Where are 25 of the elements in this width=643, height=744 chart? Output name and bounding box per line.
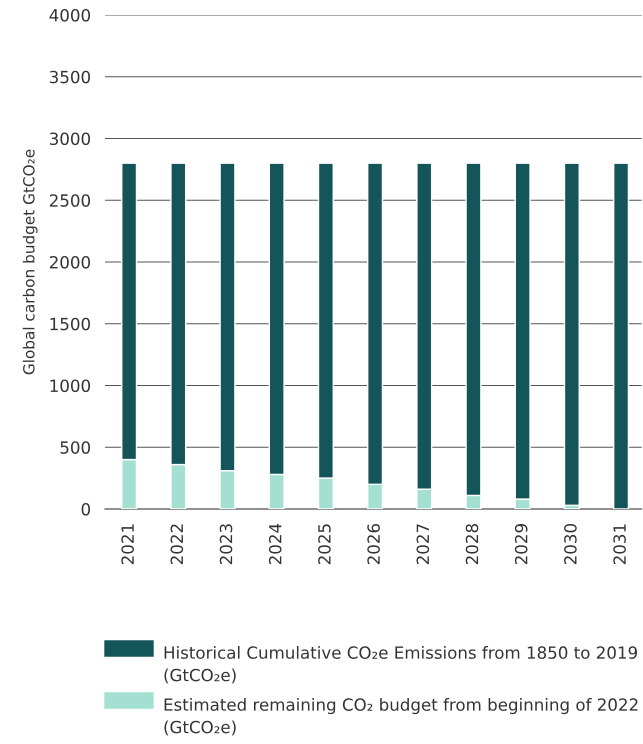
legend-label: Historical Cumulative CO₂e Emissions from 1850 to 2019 (GtCO₂e) [164,646,637,684]
bar [564,162,580,506]
legend-label: Estimated remaining CO₂ budget from beginning of 2022 (GtCO₂e) [164,698,638,736]
y-tick-label: 2500 [50,194,90,207]
x-tick-label: 2025 [318,524,331,564]
y-tick-label: 3000 [50,132,90,146]
y-tick-label: 500 [60,441,90,454]
y-tick-label: 1000 [50,379,90,392]
x-tick-label: 2029 [514,524,528,564]
y-tick-label: 4000 [50,8,90,22]
x-tick-label: 2021 [121,524,134,564]
x-tick-label: 2024 [268,524,282,564]
x-tick-label: 2022 [170,524,184,564]
y-axis-title: Global carbon budget GtCO₂e [22,150,38,374]
y-tick-label: 2000 [50,256,90,269]
x-tick-label: 2026 [367,524,380,564]
x-tick-label: 2031 [613,524,626,564]
x-tick-label: 2028 [466,524,478,564]
y-tick-label: 0 [82,502,90,516]
x-tick-label: 2023 [220,524,232,564]
x-tick-label: 2030 [564,524,577,564]
x-tick-label: 2027 [416,524,430,564]
y-tick-label: 3500 [50,70,90,84]
bar [612,162,630,509]
y-tick-label: 1500 [50,318,90,330]
